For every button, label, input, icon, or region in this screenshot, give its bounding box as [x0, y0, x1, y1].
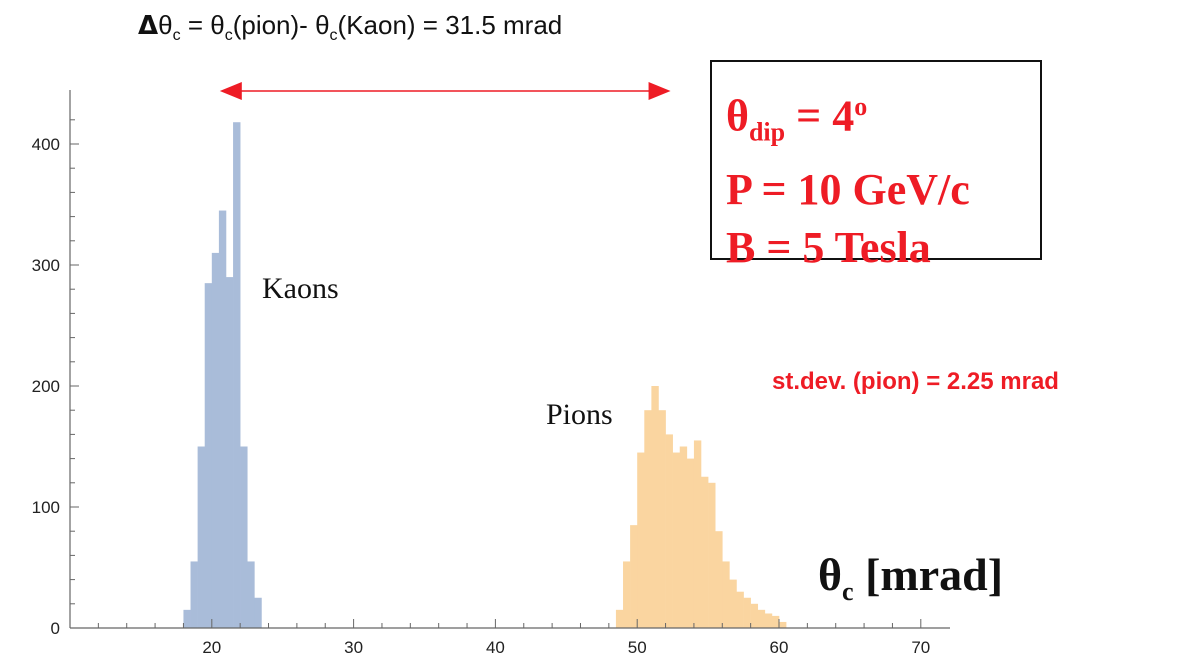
theta-subscript: c — [172, 27, 181, 45]
pion-bar — [701, 476, 709, 628]
y-tick-label: 0 — [51, 619, 60, 638]
x-tick-label: 60 — [770, 638, 789, 657]
dip-subscript: dip — [748, 117, 786, 147]
kaon-term: (Kaon) = 31.5 mrad — [337, 10, 563, 40]
theta-symbol: θ — [726, 91, 749, 141]
x-axis-unit: [mrad] — [853, 549, 1004, 600]
x-axis-title: θc [mrad] — [818, 548, 1003, 607]
kaon-bar — [190, 561, 198, 628]
delta-arrow — [219, 82, 671, 100]
theta-subscript: c — [224, 27, 233, 45]
kaon-bar — [204, 283, 213, 628]
pion-bar — [764, 613, 773, 628]
kaon-bar — [225, 277, 234, 628]
pion-bar — [771, 615, 780, 628]
pion-bar — [750, 603, 759, 628]
pion-bar — [757, 609, 766, 628]
kaon-bar — [254, 597, 262, 628]
kaon-bar — [183, 609, 191, 628]
kaon-bar — [233, 122, 241, 628]
pion-bar — [708, 482, 716, 628]
pion-bar — [743, 597, 751, 628]
dip-angle-line: θdip = 4o — [726, 78, 1040, 161]
stdev-annotation: st.dev. (pion) = 2.25 mrad — [772, 368, 1059, 395]
pion-bar — [686, 458, 695, 628]
pion-bar — [630, 525, 638, 628]
pion-bar — [623, 561, 631, 628]
pion-bar — [779, 621, 787, 628]
y-tick-label: 400 — [32, 135, 60, 154]
theta-symbol: θ — [158, 10, 173, 40]
y-tick-label: 100 — [32, 498, 60, 517]
x-ticks: 20 30 40 50 60 70 — [97, 619, 930, 657]
kaons-label: Kaons — [262, 272, 339, 305]
pion-bar — [658, 410, 666, 628]
pion-bar — [665, 434, 673, 628]
pion-bar — [693, 440, 702, 628]
kaon-bar — [197, 446, 206, 628]
arrow-head-right — [648, 82, 671, 100]
pion-bar — [644, 410, 652, 628]
pion-bar — [736, 591, 744, 628]
kaon-bar — [247, 561, 255, 628]
pion-bar — [651, 386, 659, 628]
y-tick-label: 200 — [32, 377, 60, 396]
kaon-bar — [240, 446, 248, 628]
arrow-head-left — [219, 82, 242, 100]
x-tick-label: 30 — [344, 638, 363, 657]
theta-symbol: θ — [818, 549, 843, 600]
pion-bar — [637, 452, 645, 628]
x-tick-label: 20 — [202, 638, 221, 657]
degree-symbol: o — [854, 92, 868, 121]
pion-bar — [722, 561, 730, 628]
y-tick-label: 300 — [32, 256, 60, 275]
x-tick-label: 70 — [911, 638, 930, 657]
pion-bar — [615, 609, 624, 628]
theta-symbol: θ — [210, 10, 225, 40]
pion-bar — [715, 531, 723, 628]
delta-theta-header: Δθc = θc(pion)- θc(Kaon) = 31.5 mrad — [138, 10, 562, 45]
momentum-line: P = 10 GeV/c — [726, 165, 970, 215]
parameters-box: θdip = 4o P = 10 GeV/c B = 5 Tesla — [710, 60, 1042, 272]
pion-bar — [672, 452, 681, 628]
pions-label: Pions — [546, 398, 613, 431]
theta-subscript: c — [329, 27, 338, 45]
x-tick-label: 40 — [486, 638, 505, 657]
y-ticks: 0 100 200 300 400 — [32, 119, 79, 638]
field-line: B = 5 Tesla — [726, 223, 931, 273]
kaon-bar — [218, 210, 227, 629]
delta-symbol: Δ — [138, 11, 159, 41]
kaon-bar — [211, 252, 220, 628]
theta-symbol: θ — [315, 10, 330, 40]
pion-bar — [679, 446, 688, 628]
x-tick-label: 50 — [628, 638, 647, 657]
equals-sign: = — [180, 10, 211, 40]
pion-term: (pion)- — [232, 10, 316, 40]
pion-bar — [729, 579, 737, 628]
dip-value: = 4 — [785, 91, 855, 141]
histogram-bars — [183, 122, 787, 629]
theta-subscript: c — [842, 577, 854, 607]
